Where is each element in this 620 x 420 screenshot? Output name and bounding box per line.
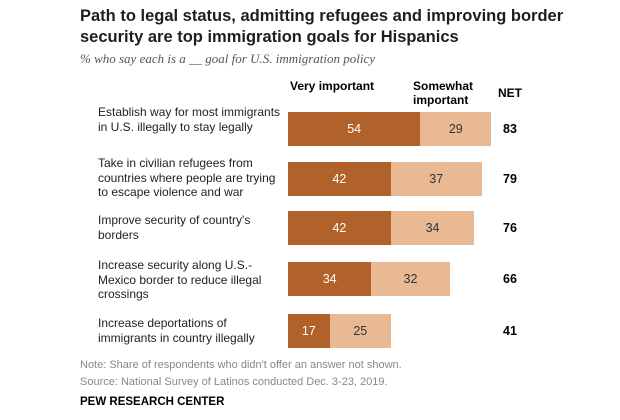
data-label: 42 [332,221,347,235]
bar-somewhat-important: 32 [371,262,450,296]
net-value: 83 [503,122,517,136]
category-label: Increase security along U.S.-Mexico bord… [98,258,262,301]
bar-very-important: 34 [288,262,372,296]
data-label: 34 [322,272,337,286]
data-label: 32 [403,272,418,286]
data-label: 42 [332,172,347,186]
bar-somewhat-important: 25 [329,314,391,348]
bar-somewhat-important: 29 [420,112,492,146]
net-value: 66 [503,272,517,286]
category-label: Improve security of country's borders [98,213,251,242]
bar-very-important: 17 [288,314,330,348]
footer-note: Note: Share of respondents who didn't of… [80,359,402,371]
bar-somewhat-important: 37 [390,162,482,196]
data-label: 17 [301,324,316,338]
net-value: 76 [503,221,517,235]
chart-subtitle: % who say each is a __ goal for U.S. imm… [80,51,376,66]
data-label: 37 [429,172,444,186]
chart-title: Path to legal status, admitting refugees… [80,7,564,46]
data-label: 25 [353,324,368,338]
category-label: Establish way for most immigrants in U.S… [98,105,281,134]
bar-very-important: 42 [288,211,391,245]
footer-org: PEW RESEARCH CENTER [80,396,225,408]
category-label: Increase deportations of immigrants in c… [98,316,255,345]
data-label: 29 [448,122,463,136]
data-label: 54 [347,122,362,136]
bar-very-important: 42 [288,162,391,196]
header-very-important: Very important [290,79,375,93]
net-value: 79 [503,172,517,186]
bar-somewhat-important: 34 [390,211,475,245]
header-somewhat-important: Somewhat important [413,79,474,107]
footer-source: Source: National Survey of Latinos condu… [80,376,388,388]
bar-very-important: 54 [288,112,421,146]
net-value: 41 [503,324,517,338]
data-label: 34 [425,221,440,235]
category-label: Take in civilian refugees from countries… [98,156,276,199]
header-net: NET [498,86,522,100]
